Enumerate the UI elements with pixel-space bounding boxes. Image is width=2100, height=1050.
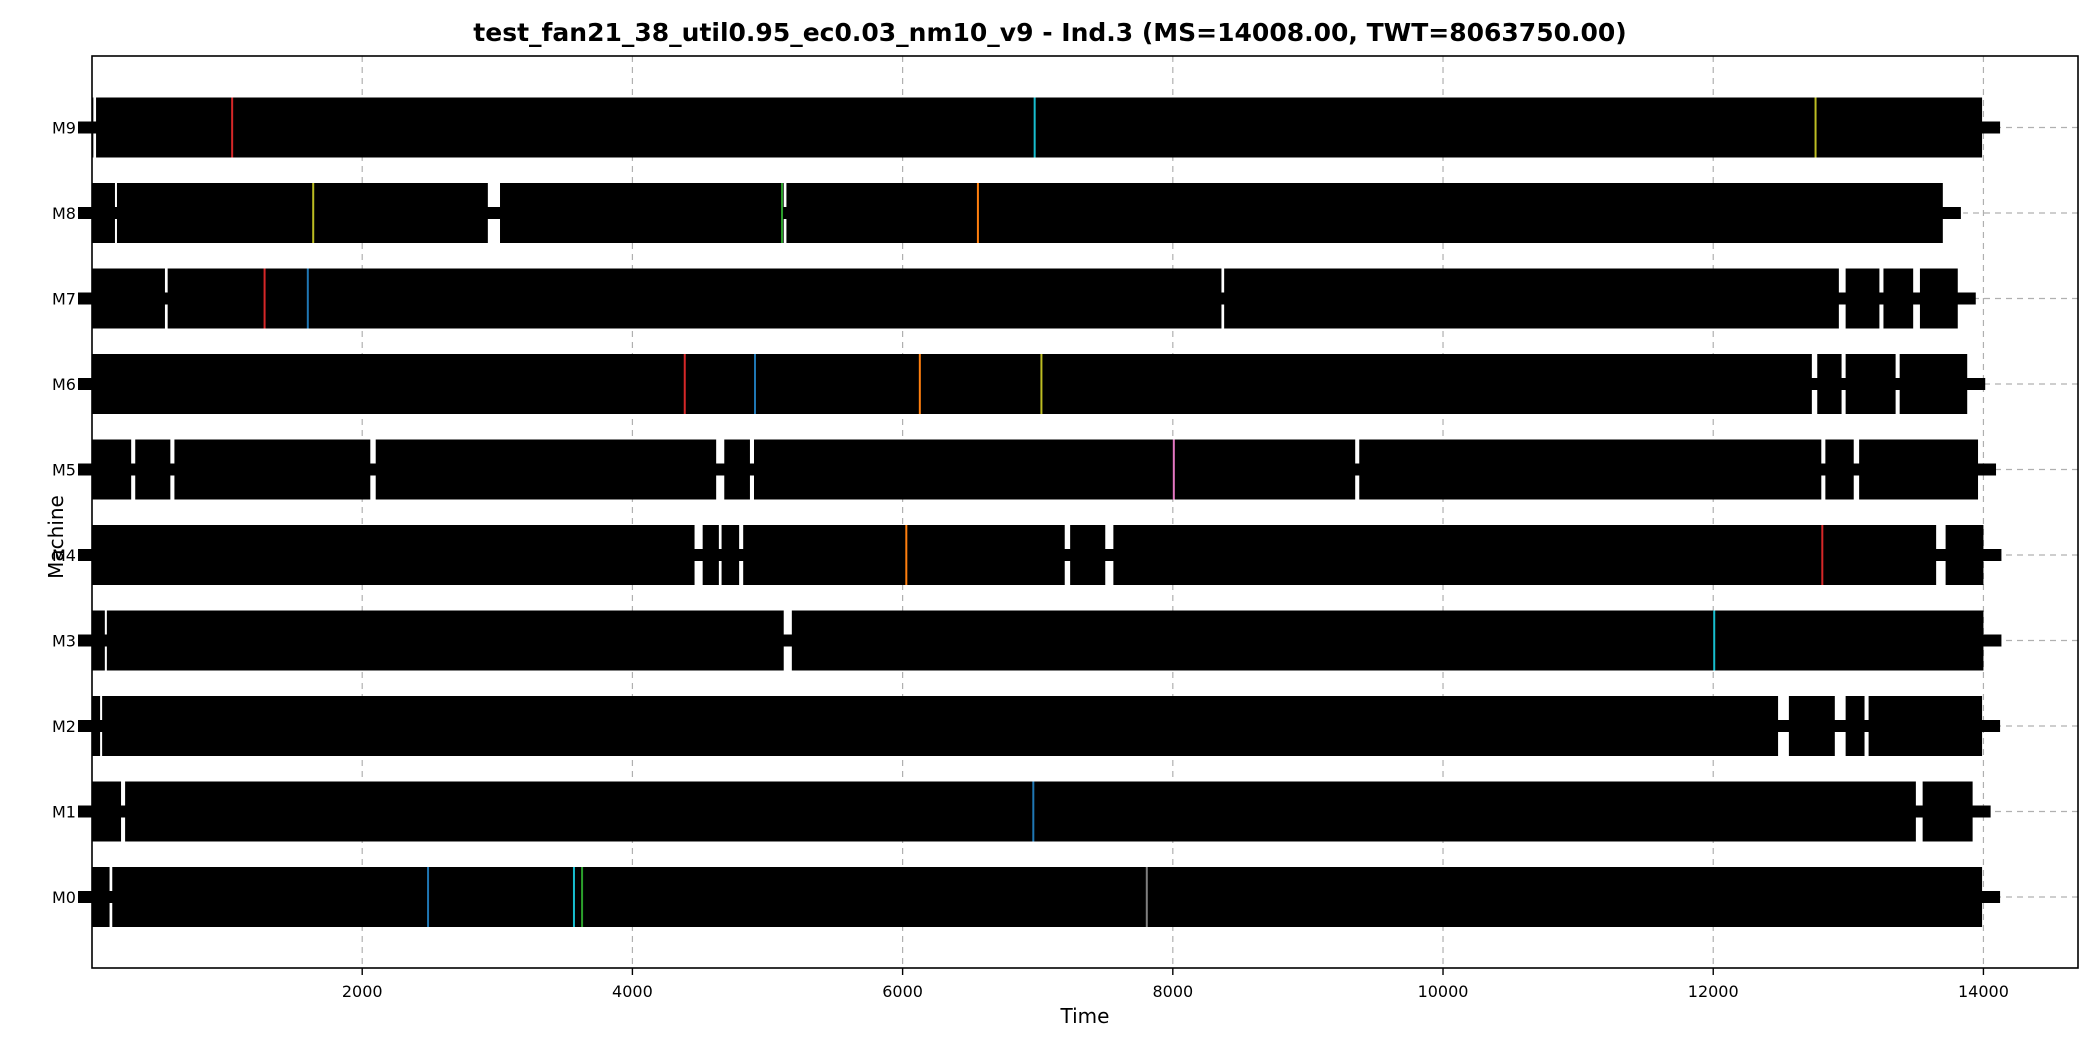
job-accent [572,867,575,927]
machine-row-m6: M6 [52,354,1986,414]
job-accent [781,183,784,243]
y-tick-label: M1 [52,803,76,822]
x-tick-label: 10000 [1418,982,1469,1001]
job-accent [306,268,309,329]
x-tick-label: 6000 [882,982,923,1001]
y-tick-label: M2 [52,717,76,736]
job-accent [263,268,266,329]
job-label-strip [78,121,2001,134]
machine-row-m7: M7 [52,268,1976,329]
machine-row-m3: M3 [52,610,2002,671]
x-tick-label: 14000 [1958,982,2009,1001]
job-accent [427,867,430,927]
job-label-strip [78,891,2001,903]
job-accent [1821,525,1824,585]
job-accent [1032,781,1035,842]
job-accent [1040,354,1043,414]
machine-row-m5: M5 [52,439,1997,500]
job-accent [918,354,921,414]
job-label-strip [78,207,1961,219]
job-label-strip [78,549,2002,561]
y-tick-label: M7 [52,290,76,309]
y-tick-label: M9 [52,119,76,138]
plot-frame [91,55,2079,969]
x-tick-label: 12000 [1688,982,1739,1001]
job-label-strip [78,634,2002,647]
y-tick-label: M3 [52,632,76,651]
job-accent [1814,97,1817,158]
y-tick-label: M6 [52,375,76,394]
machine-row-m2: M2 [52,696,2001,756]
job-label-strip [78,720,2001,732]
machine-row-m8: M8 [52,183,1964,243]
job-accent [1033,97,1036,158]
x-tick-label: 4000 [612,982,653,1001]
machine-row-m0: M0 [52,867,2001,927]
job-accent [683,354,686,414]
machine-row-m9: M9 [52,97,2001,158]
job-label-strip [78,292,1976,305]
chart-title: test_fan21_38_util0.95_ec0.03_nm10_v9 - … [473,18,1627,47]
job-label-strip [78,463,1997,476]
machine-row-m1: M1 [52,781,1991,842]
y-tick-label: M4 [52,546,76,565]
y-tick-label: M0 [52,888,76,907]
y-tick-label: M5 [52,461,76,480]
job-accent [1145,867,1148,927]
x-tick-label: 2000 [342,982,383,1001]
job-accent [976,183,979,243]
job-accent [231,97,234,158]
y-tick-label: M8 [52,204,76,223]
job-accent [754,354,756,414]
x-axis-label: Time [1060,1004,1110,1028]
job-accent [905,525,908,585]
machine-row-m4: M4 [52,525,2002,585]
job-accent [1172,439,1175,500]
job-label-strip [78,378,1986,390]
job-accent [581,867,584,927]
job-accent [1713,610,1716,671]
x-tick-label: 8000 [1152,982,1193,1001]
job-accent [312,183,315,243]
